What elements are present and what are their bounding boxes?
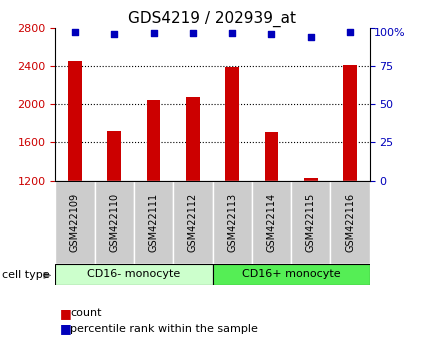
Bar — [265, 132, 278, 295]
Text: 100%: 100% — [374, 28, 405, 38]
Text: GSM422116: GSM422116 — [345, 193, 355, 252]
Bar — [212, 181, 252, 264]
Text: GSM422109: GSM422109 — [70, 193, 80, 252]
Bar — [173, 181, 212, 264]
Text: GSM422114: GSM422114 — [266, 193, 277, 252]
Bar — [134, 181, 173, 264]
Text: GSM422115: GSM422115 — [306, 193, 316, 252]
Point — [71, 29, 78, 35]
Bar — [108, 131, 121, 295]
Bar — [186, 97, 200, 295]
Bar — [68, 61, 82, 295]
Bar — [147, 100, 160, 295]
Point — [347, 29, 354, 35]
Text: CD16- monocyte: CD16- monocyte — [87, 269, 181, 279]
Point — [307, 34, 314, 40]
Bar — [331, 181, 370, 264]
Point — [150, 30, 157, 36]
Bar — [212, 264, 370, 285]
Text: GSM422112: GSM422112 — [188, 193, 198, 252]
Point — [190, 30, 196, 36]
Text: GSM422111: GSM422111 — [148, 193, 159, 252]
Text: percentile rank within the sample: percentile rank within the sample — [70, 324, 258, 333]
Bar — [304, 178, 317, 295]
Text: ■: ■ — [60, 322, 71, 335]
Point — [111, 31, 118, 36]
Bar — [291, 181, 331, 264]
Bar — [252, 181, 291, 264]
Point — [229, 30, 235, 36]
Point — [268, 31, 275, 36]
Title: GDS4219 / 202939_at: GDS4219 / 202939_at — [128, 11, 297, 27]
Text: GSM422110: GSM422110 — [109, 193, 119, 252]
Bar — [343, 65, 357, 295]
Text: count: count — [70, 308, 102, 318]
Text: ■: ■ — [60, 307, 71, 320]
Text: cell type: cell type — [2, 270, 50, 280]
Bar — [225, 67, 239, 295]
Text: CD16+ monocyte: CD16+ monocyte — [242, 269, 340, 279]
Bar — [55, 264, 212, 285]
Bar — [55, 181, 94, 264]
Text: GSM422113: GSM422113 — [227, 193, 237, 252]
Bar — [94, 181, 134, 264]
